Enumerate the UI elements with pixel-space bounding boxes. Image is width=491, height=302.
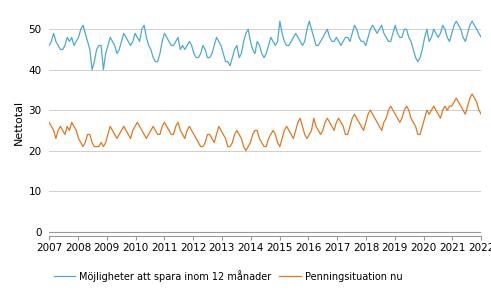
Line: Möjligheter att spara inom 12 månader: Möjligheter att spara inom 12 månader [49, 21, 481, 70]
Y-axis label: Nettotal: Nettotal [14, 100, 24, 145]
Legend: Möjligheter att spara inom 12 månader, Penningsituation nu: Möjligheter att spara inom 12 månader, P… [54, 270, 402, 282]
Penningsituation nu [46, 120, 52, 124]
Penningsituation nu [478, 112, 484, 116]
Möjligheter att spara inom 12 månader [89, 68, 95, 72]
Penningsituation nu [98, 141, 104, 144]
Penningsituation nu [266, 137, 272, 140]
Line: Penningsituation nu: Penningsituation nu [49, 94, 481, 151]
Penningsituation nu [295, 120, 301, 124]
Möjligheter att spara inom 12 månader [227, 64, 233, 68]
Möjligheter att spara inom 12 månader [322, 31, 328, 35]
Penningsituation nu [225, 145, 231, 148]
Möjligheter att spara inom 12 månader [46, 44, 52, 47]
Möjligheter att spara inom 12 månader [101, 68, 107, 72]
Penningsituation nu [243, 149, 249, 153]
Penningsituation nu [220, 133, 226, 136]
Möjligheter att spara inom 12 månader [277, 19, 283, 23]
Penningsituation nu [320, 129, 326, 132]
Penningsituation nu [469, 92, 475, 96]
Möjligheter att spara inom 12 månader [478, 36, 484, 39]
Möjligheter att spara inom 12 månader [222, 60, 228, 63]
Möjligheter att spara inom 12 månader [266, 44, 272, 47]
Möjligheter att spara inom 12 månader [297, 40, 303, 43]
